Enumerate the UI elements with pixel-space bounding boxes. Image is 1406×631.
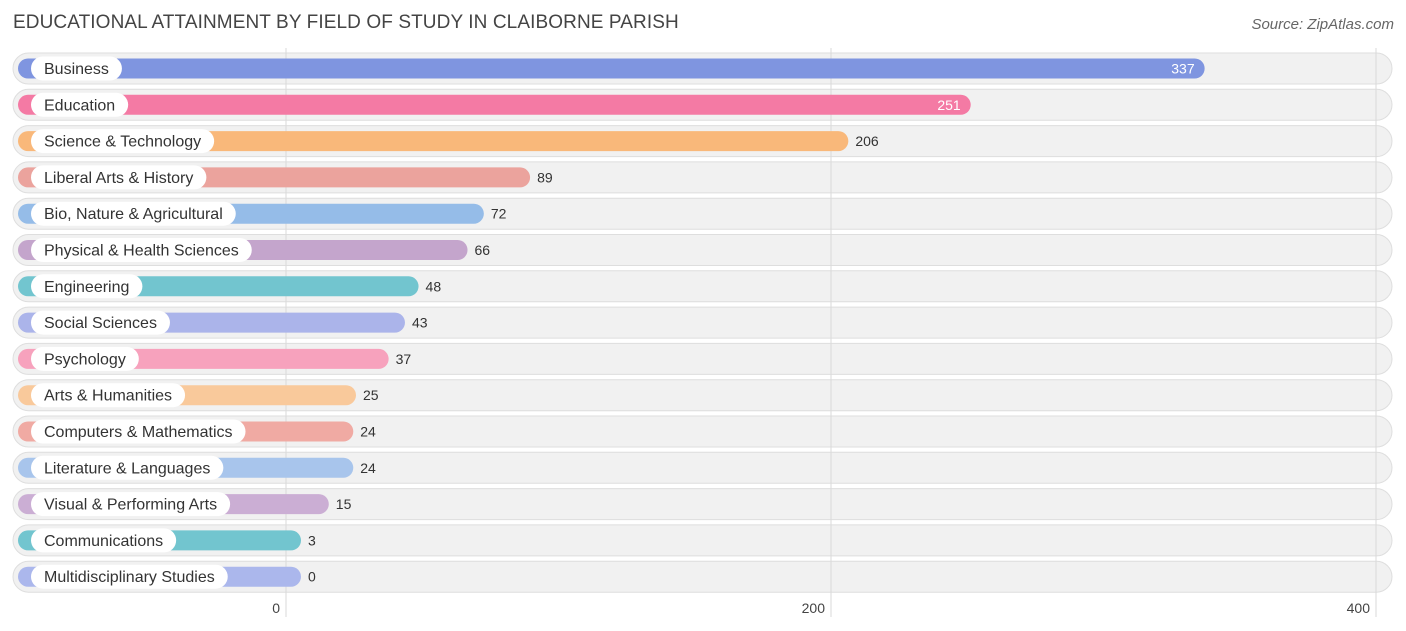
- category-label-pill: [31, 274, 143, 299]
- bar-group: Science & Technology 206: [18, 129, 879, 154]
- category-label-pill: [31, 92, 129, 117]
- value-label: 25: [363, 387, 379, 403]
- value-label: 66: [475, 242, 491, 258]
- x-tick-label: 0: [272, 600, 280, 616]
- row-background: [12, 379, 1393, 412]
- category-label: Physical & Health Sciences: [44, 243, 239, 260]
- category-label: Social Sciences: [44, 315, 157, 332]
- row-background: [12, 524, 1393, 557]
- value-label: 337: [1171, 61, 1195, 77]
- bar-group: Business 337: [18, 56, 1205, 81]
- row-background: [12, 451, 1393, 484]
- category-label-pill: [31, 310, 170, 335]
- value-label: 37: [396, 351, 412, 367]
- value-label: 48: [426, 278, 442, 294]
- value-label: 3: [308, 532, 316, 548]
- bar-group: Liberal Arts & History 89: [18, 165, 553, 190]
- row-background: [12, 488, 1393, 521]
- bar: [18, 131, 849, 152]
- category-label: Education: [44, 97, 115, 114]
- category-label: Arts & Humanities: [44, 388, 172, 405]
- bar-group: Multidisciplinary Studies 0: [18, 564, 316, 589]
- value-label: 206: [855, 133, 879, 149]
- category-label-pill: [31, 383, 186, 408]
- value-label: 72: [491, 206, 507, 222]
- category-label: Literature & Languages: [44, 460, 210, 477]
- row-background: [12, 560, 1393, 593]
- category-label-pill: [31, 201, 236, 226]
- category-label-pill: [31, 455, 224, 480]
- bar-group: Psychology 37: [18, 346, 412, 371]
- value-label: 43: [412, 315, 428, 331]
- category-label-pill: [31, 492, 231, 517]
- category-label: Bio, Nature & Agricultural: [44, 206, 223, 223]
- x-axis-ticks: 0 200 400: [272, 600, 1370, 616]
- bar-group: Arts & Humanities 25: [18, 383, 379, 408]
- row-background: [12, 415, 1393, 448]
- bar-group: Computers & Mathematics 24: [18, 419, 376, 444]
- category-label-pill: [31, 419, 246, 444]
- value-label: 24: [360, 424, 376, 440]
- value-label: 89: [537, 169, 553, 185]
- x-tick-label: 400: [1347, 600, 1371, 616]
- source-note: Source: ZipAtlas.com: [1251, 16, 1394, 33]
- bar: [18, 58, 1205, 79]
- category-label-pill: [31, 346, 139, 371]
- value-label: 251: [937, 97, 961, 113]
- category-label-pill: [31, 56, 122, 81]
- bar-group: Literature & Languages 24: [18, 455, 376, 480]
- category-label-pill: [31, 165, 207, 190]
- x-tick-label: 200: [802, 600, 826, 616]
- bar: [18, 94, 971, 115]
- category-label: Computers & Mathematics: [44, 424, 233, 441]
- chart-title: EDUCATIONAL ATTAINMENT BY FIELD OF STUDY…: [13, 12, 679, 33]
- bar-group: Physical & Health Sciences 66: [18, 238, 490, 262]
- bar-group: Communications 3: [18, 528, 316, 553]
- category-label-pill: [31, 129, 215, 154]
- category-label: Multidisciplinary Studies: [44, 569, 215, 586]
- category-label: Liberal Arts & History: [44, 170, 193, 187]
- category-label: Business: [44, 61, 109, 78]
- category-label: Science & Technology: [44, 134, 201, 151]
- category-label: Visual & Performing Arts: [44, 497, 217, 514]
- category-label-pill: [31, 564, 228, 589]
- category-label: Communications: [44, 533, 163, 550]
- bar-group: Visual & Performing Arts 15: [18, 492, 352, 517]
- bar-group: Bio, Nature & Agricultural 72: [18, 201, 507, 226]
- value-label: 24: [360, 460, 376, 476]
- value-label: 0: [308, 569, 316, 585]
- category-label-pill: [31, 528, 177, 553]
- bar-group: Education 251: [18, 92, 971, 117]
- category-label: Psychology: [44, 351, 126, 368]
- bar-group: Social Sciences 43: [18, 310, 428, 335]
- bar-group: Engineering 48: [18, 274, 442, 299]
- category-label: Engineering: [44, 279, 129, 296]
- category-label-pill: [31, 238, 252, 262]
- value-label: 15: [336, 496, 352, 512]
